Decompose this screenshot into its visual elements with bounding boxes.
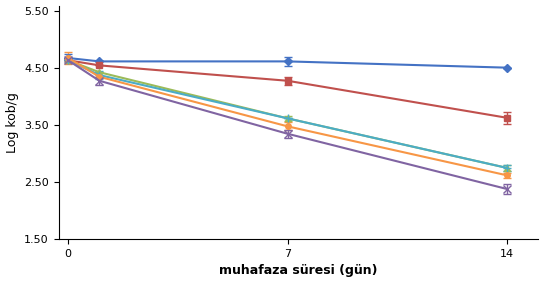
Y-axis label: Log kob/g: Log kob/g (5, 92, 18, 153)
X-axis label: muhafaza süresi (gün): muhafaza süresi (gün) (219, 264, 378, 277)
